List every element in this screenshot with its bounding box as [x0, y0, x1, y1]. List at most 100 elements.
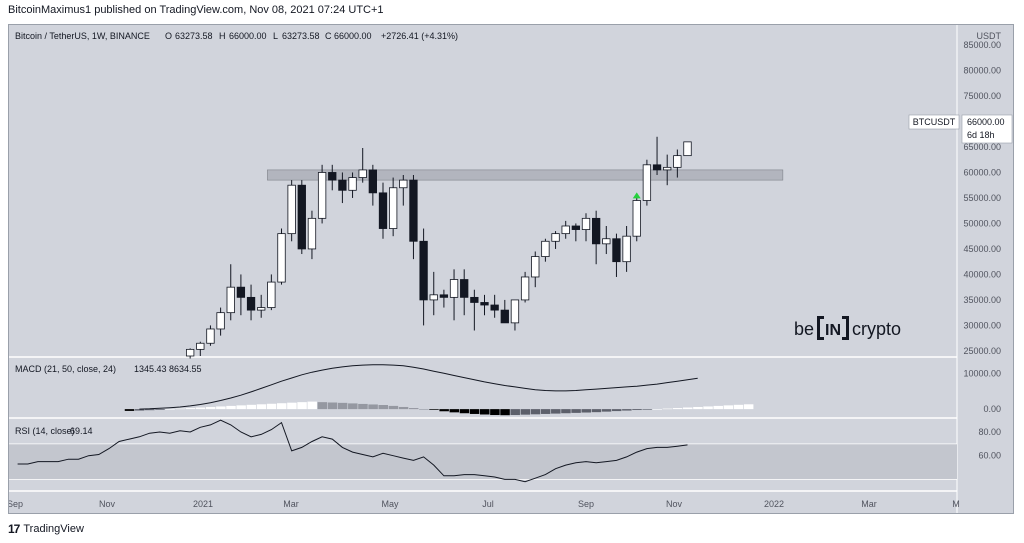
- candle: [642, 159, 652, 206]
- candle-body: [378, 192, 388, 229]
- chart-frame[interactable]: 85000.0080000.0075000.0070000.0065000.00…: [8, 24, 1014, 514]
- macd-histogram-bar: [165, 409, 175, 410]
- macd-histogram-bar: [348, 403, 358, 410]
- time-tick-label: 2021: [193, 499, 213, 509]
- candle-body: [185, 348, 195, 357]
- macd-histogram-bar: [561, 409, 571, 414]
- candle-body: [470, 296, 479, 303]
- candle: [277, 228, 286, 285]
- tradingview-chart[interactable]: 85000.0080000.0075000.0070000.0065000.00…: [9, 25, 1013, 513]
- time-tick-label: M: [952, 499, 960, 509]
- legend-h-label: H: [219, 31, 226, 41]
- candle-body: [510, 299, 520, 324]
- price-tick-label: 45000.00: [963, 244, 1001, 254]
- macd-histogram-bar: [581, 409, 591, 413]
- macd-histogram-bar: [713, 405, 723, 410]
- candle-body: [592, 217, 601, 245]
- watermark-bracket-right: [846, 316, 849, 340]
- macd-histogram-bar: [733, 404, 744, 410]
- macd-histogram-bar: [632, 409, 642, 411]
- price-tick-label: 65000.00: [963, 142, 1001, 152]
- candle-body: [419, 240, 428, 301]
- candle-body: [277, 233, 286, 283]
- candle: [531, 251, 540, 288]
- macd-tick-label: 10000.00: [963, 368, 1001, 378]
- candle-body: [652, 164, 662, 171]
- candle: [460, 269, 469, 316]
- chart-base-layer: 85000.0080000.0075000.0070000.0065000.00…: [9, 25, 1013, 513]
- candle: [490, 294, 499, 318]
- candle-body: [541, 240, 550, 257]
- candle: [663, 154, 672, 186]
- candle-body: [429, 294, 438, 301]
- candle-body: [196, 342, 205, 350]
- candle: [196, 341, 205, 356]
- candle-body: [246, 296, 256, 311]
- legend-low: 63273.58: [282, 31, 320, 41]
- macd-histogram-bar: [683, 407, 693, 410]
- candle-body: [581, 217, 591, 230]
- candle-body: [561, 225, 570, 235]
- candle: [510, 299, 520, 331]
- legend-high: 66000.00: [229, 31, 267, 41]
- candle: [551, 231, 560, 249]
- legend-symbol: Bitcoin / TetherUS, 1W, BINANCE: [15, 31, 150, 41]
- watermark-bracket-left-bottom: [817, 337, 824, 340]
- candle: [683, 141, 692, 157]
- rsi-title: RSI (14, close): [15, 426, 75, 436]
- footer: 17 TradingView: [8, 520, 84, 538]
- legend-o-label: O: [165, 31, 172, 41]
- candle: [216, 307, 225, 336]
- macd-histogram-bar: [520, 409, 531, 415]
- candle: [419, 228, 428, 326]
- macd-histogram-bar: [408, 408, 419, 410]
- macd-histogram-bar: [723, 405, 734, 410]
- macd-histogram-bar: [317, 402, 328, 410]
- price-tick-label: 80000.00: [963, 65, 1001, 75]
- rsi-value: 69.14: [70, 426, 93, 436]
- macd-histogram-bar: [246, 404, 257, 410]
- candle-body: [338, 179, 347, 191]
- macd-histogram-bar: [185, 408, 196, 410]
- price-tick-label: 60000.00: [963, 167, 1001, 177]
- candle-body: [328, 172, 337, 181]
- macd-histogram-bar: [469, 409, 480, 414]
- tradingview-logo-icon: 17: [8, 522, 20, 536]
- candle-body: [206, 328, 215, 344]
- badge-symbol: BTCUSDT: [913, 117, 956, 127]
- macd-histogram-bar: [622, 409, 632, 411]
- rsi-band: [9, 443, 957, 480]
- candle: [480, 294, 489, 316]
- candle-body: [642, 164, 652, 201]
- macd-histogram-bar: [287, 402, 297, 410]
- macd-histogram-bar: [480, 409, 490, 415]
- price-badge: BTCUSDT 66000.00 6d 18h: [908, 114, 1013, 144]
- legend-open: 63273.58: [175, 31, 213, 41]
- candle: [328, 164, 337, 191]
- watermark-bracket-left: [817, 316, 820, 340]
- candle: [561, 220, 570, 239]
- candle-body: [449, 279, 459, 298]
- candle: [409, 175, 418, 260]
- candle-body: [348, 177, 357, 191]
- candle-body: [439, 294, 449, 298]
- macd-line: [139, 364, 698, 410]
- candle-body: [480, 302, 489, 306]
- candle: [236, 274, 246, 316]
- macd-value-1: 1345.43: [134, 364, 167, 374]
- macd-histogram-bar: [540, 409, 551, 414]
- macd-histogram-bar: [277, 403, 287, 410]
- macd-histogram-bar: [500, 409, 510, 416]
- candle: [673, 149, 682, 178]
- legend: Bitcoin / TetherUS, 1W, BINANCE O 63273.…: [15, 31, 458, 41]
- time-tick-label: 2022: [764, 499, 784, 509]
- watermark-in: IN: [825, 322, 841, 339]
- candle: [368, 164, 378, 206]
- legend-close: 66000.00: [334, 31, 372, 41]
- macd-histogram-bar: [652, 409, 663, 410]
- candle: [378, 182, 388, 239]
- candle: [439, 289, 449, 308]
- time-tick-label: Nov: [99, 499, 116, 509]
- macd-histogram-bar: [510, 409, 520, 416]
- badge-countdown: 6d 18h: [967, 130, 995, 140]
